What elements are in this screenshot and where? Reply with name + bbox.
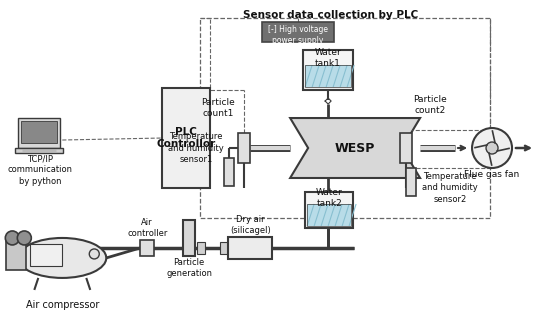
Circle shape	[6, 231, 19, 245]
Bar	[305, 65, 351, 87]
Bar	[262, 22, 334, 42]
Ellipse shape	[18, 238, 106, 278]
Circle shape	[472, 128, 512, 168]
Circle shape	[486, 142, 498, 154]
Bar	[268, 26, 286, 36]
Bar	[238, 133, 250, 163]
Text: Dry air
(silicagel): Dry air (silicagel)	[230, 215, 271, 235]
Text: TCP/IP
communication
by python: TCP/IP communication by python	[8, 154, 73, 186]
Text: PLC
Controllor: PLC Controllor	[157, 127, 216, 149]
Text: [-] High voltage
power supply: [-] High voltage power supply	[268, 25, 328, 45]
Text: WESP: WESP	[335, 141, 375, 155]
Bar	[15, 148, 63, 153]
Text: Water
tank1: Water tank1	[315, 48, 342, 68]
Bar	[228, 237, 272, 259]
Bar	[305, 192, 353, 228]
Bar	[220, 242, 228, 254]
Bar	[140, 240, 154, 256]
Text: Air
controller: Air controller	[127, 218, 167, 238]
Bar	[18, 118, 60, 148]
Bar	[183, 220, 195, 256]
Text: Temperature
and humidity
sensor1: Temperature and humidity sensor1	[168, 132, 224, 164]
Bar	[305, 65, 351, 87]
Circle shape	[17, 231, 31, 245]
Text: Water
tank2: Water tank2	[316, 188, 343, 208]
Bar	[307, 204, 351, 226]
Bar	[224, 158, 234, 186]
Text: Sensor data collection by PLC: Sensor data collection by PLC	[243, 10, 418, 20]
Text: Particle
count2: Particle count2	[413, 95, 447, 115]
Bar	[303, 50, 353, 90]
Text: Particle
generation: Particle generation	[166, 258, 212, 278]
Text: Temperature
and humidity
sensor2: Temperature and humidity sensor2	[422, 172, 478, 204]
Bar	[200, 18, 490, 218]
Text: Flue gas fan: Flue gas fan	[464, 170, 520, 180]
Bar	[307, 204, 351, 226]
Text: Air compressor: Air compressor	[26, 300, 99, 310]
Circle shape	[89, 249, 99, 259]
Bar	[197, 242, 205, 254]
Bar	[406, 168, 416, 196]
Bar	[30, 244, 62, 266]
Bar	[400, 133, 412, 163]
Bar	[21, 121, 57, 143]
Text: Particle
count1: Particle count1	[201, 98, 235, 118]
Polygon shape	[290, 118, 420, 178]
Bar	[6, 240, 26, 270]
Bar	[162, 88, 210, 188]
